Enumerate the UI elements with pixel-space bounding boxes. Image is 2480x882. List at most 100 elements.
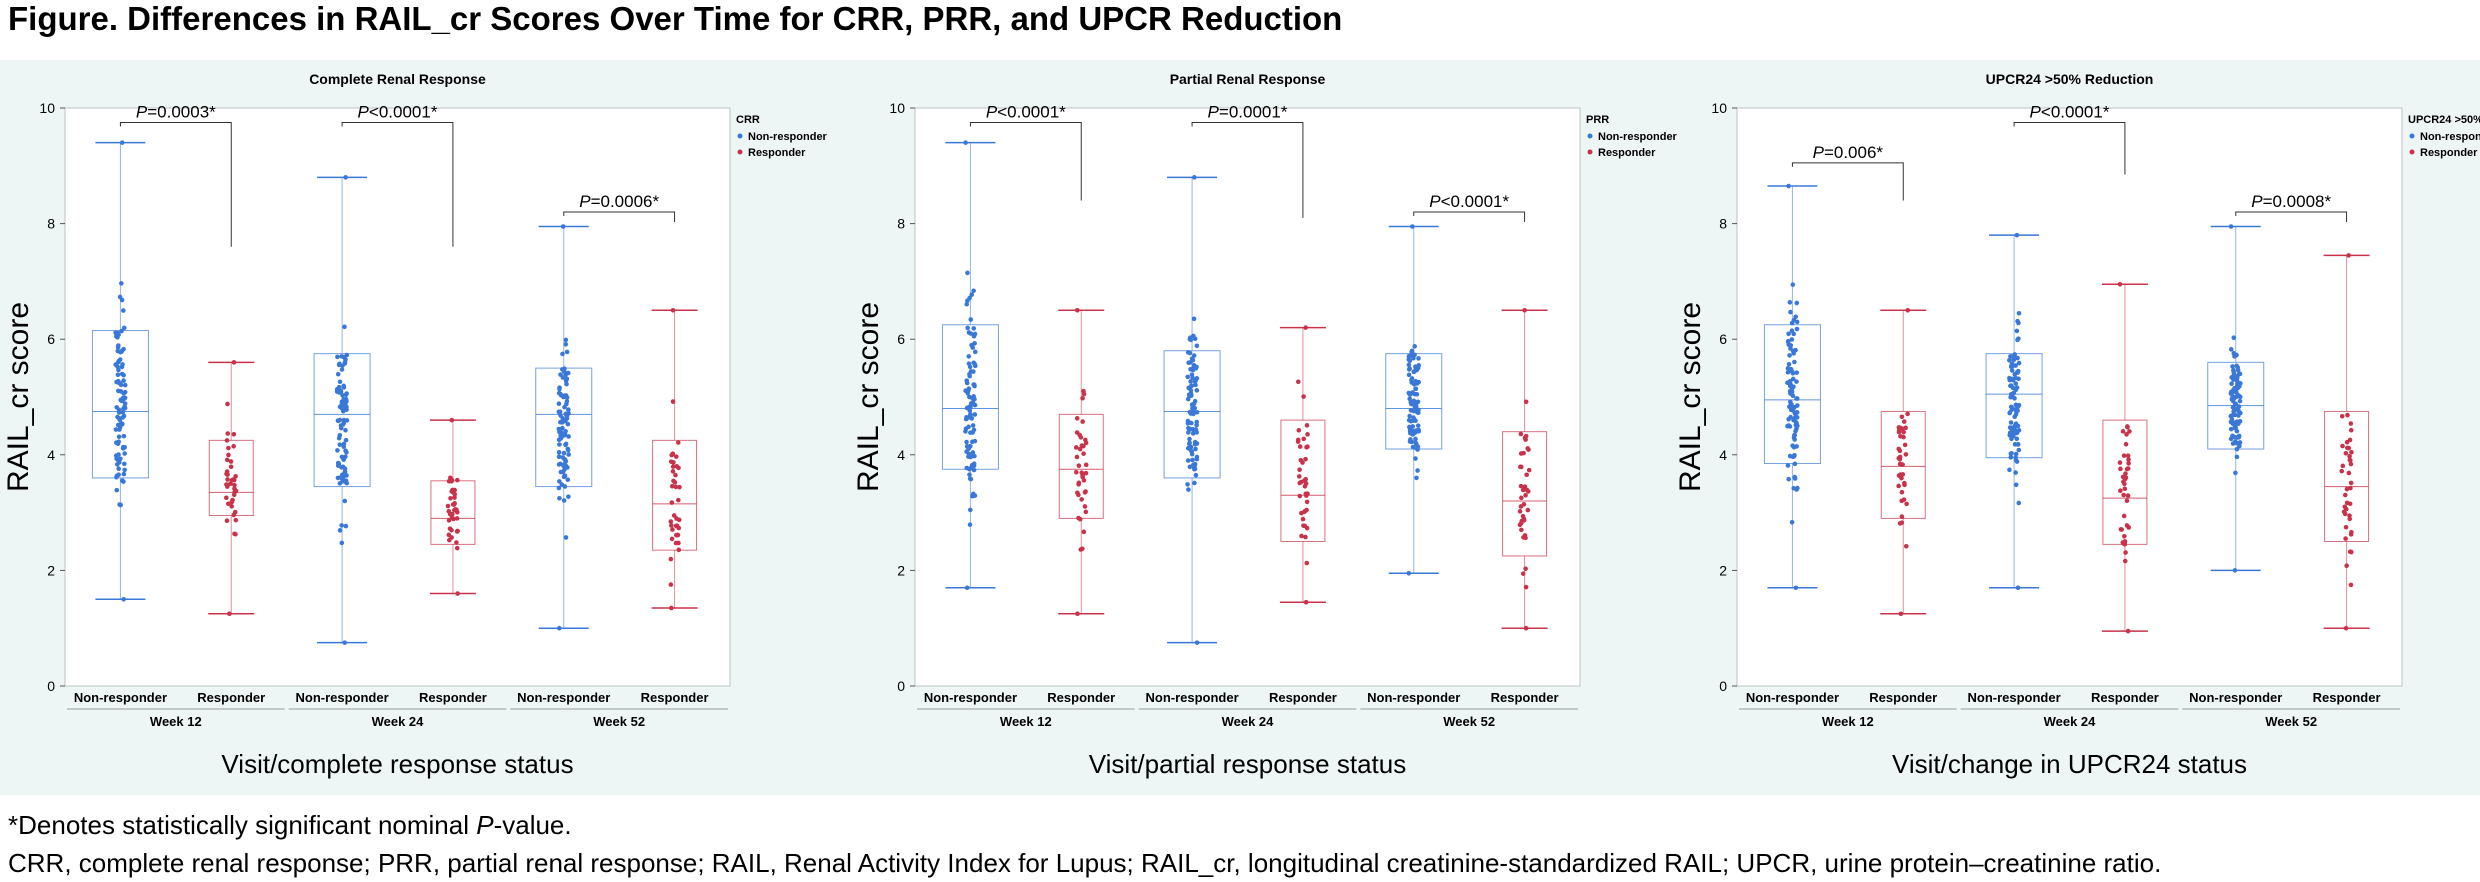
data-point — [2125, 628, 2131, 634]
data-point — [1787, 353, 1792, 358]
data-point — [1789, 328, 1795, 333]
data-point — [1903, 452, 1909, 457]
data-point — [1518, 431, 1524, 437]
p-value-label: P=0.0001* — [1208, 102, 1288, 121]
x-tick-label: Responder — [197, 690, 265, 705]
data-point — [1792, 461, 1798, 467]
data-point — [565, 421, 571, 427]
data-point — [1905, 308, 1911, 313]
data-point — [2015, 423, 2021, 429]
data-point — [121, 479, 126, 484]
data-point — [2232, 425, 2237, 431]
data-point — [1899, 489, 1905, 495]
data-point — [118, 381, 123, 386]
x-axis-label: Visit/partial response status — [1089, 749, 1406, 779]
data-point — [670, 451, 676, 457]
data-point — [452, 491, 458, 497]
data-point — [2344, 486, 2350, 492]
data-point — [965, 270, 970, 276]
y-axis-label: RAIL_cr score — [2, 302, 35, 492]
data-point — [225, 431, 231, 436]
p-value-label: P=0.0008* — [2251, 192, 2331, 211]
data-point — [565, 477, 571, 482]
y-tick-label: 10 — [889, 100, 905, 116]
data-point — [2016, 320, 2021, 326]
data-point — [1305, 432, 1310, 437]
data-point — [1299, 533, 1304, 539]
data-point — [2009, 368, 2015, 373]
data-point — [1412, 391, 1418, 397]
data-point — [122, 451, 127, 456]
x-tick-label: Responder — [1047, 690, 1115, 705]
data-point — [1517, 509, 1523, 514]
data-point — [2012, 414, 2017, 419]
y-tick-label: 8 — [1719, 216, 1727, 232]
data-point — [122, 382, 128, 388]
data-point — [2348, 421, 2354, 426]
visit-label: Week 24 — [2044, 714, 2097, 729]
data-point — [1789, 387, 1795, 392]
data-point — [1188, 411, 1194, 416]
data-point — [339, 354, 344, 359]
data-point — [561, 498, 567, 503]
data-point — [2344, 439, 2350, 445]
data-point — [677, 484, 682, 490]
data-point — [1079, 470, 1085, 475]
data-point — [562, 467, 567, 472]
data-point — [566, 434, 571, 439]
data-point — [971, 360, 976, 366]
data-point — [1794, 426, 1799, 431]
data-point — [969, 462, 975, 468]
data-point — [1299, 510, 1304, 516]
data-point — [451, 502, 457, 507]
data-point — [1794, 300, 1800, 306]
data-point — [1295, 379, 1301, 385]
data-point — [1193, 427, 1199, 432]
y-tick-label: 0 — [1719, 678, 1727, 694]
data-point — [1296, 427, 1302, 433]
data-point — [1787, 399, 1793, 405]
data-point — [1792, 359, 1797, 365]
x-tick-label: Responder — [2313, 690, 2381, 705]
data-point — [673, 454, 679, 459]
data-point — [2007, 357, 2012, 363]
data-point — [1406, 357, 1412, 362]
data-point — [675, 440, 681, 445]
data-point — [966, 386, 972, 391]
chart-panel-1: Complete Renal Response 0 2 4 6 8 10 RAIL_cr sc… — [2, 71, 828, 779]
data-point — [562, 366, 567, 372]
data-point — [1296, 474, 1302, 479]
data-point — [1192, 439, 1198, 445]
x-tick-label: Responder — [1491, 690, 1559, 705]
data-point — [120, 362, 125, 367]
data-point — [342, 469, 348, 475]
data-point — [119, 281, 124, 286]
data-point — [2014, 370, 2020, 375]
footnote-star: * — [8, 810, 19, 840]
data-point — [1185, 418, 1191, 424]
x-tick-label: Non-responder — [295, 690, 388, 705]
data-point — [670, 464, 676, 469]
chart-title: Partial Renal Response — [1170, 71, 1326, 87]
data-point — [2014, 328, 2020, 334]
data-point — [1192, 398, 1198, 404]
data-point — [1407, 396, 1412, 402]
data-point — [2013, 363, 2018, 368]
data-point — [225, 401, 230, 407]
data-point — [2118, 488, 2123, 494]
chart-title: Complete Renal Response — [309, 71, 486, 87]
y-tick-label: 2 — [1719, 562, 1727, 578]
x-tick-label: Non-responder — [1367, 690, 1460, 705]
data-point — [340, 401, 346, 407]
data-point — [1076, 515, 1081, 521]
visit-label: Week 52 — [1443, 714, 1495, 729]
significance-bracket — [563, 211, 676, 223]
data-point — [339, 523, 344, 528]
data-point — [1304, 560, 1310, 566]
data-point — [335, 371, 341, 377]
legend-entry: Non-responder — [1598, 131, 1678, 143]
data-point — [1794, 421, 1799, 426]
data-point — [969, 292, 975, 297]
data-point — [115, 330, 120, 336]
data-point — [2347, 516, 2353, 522]
